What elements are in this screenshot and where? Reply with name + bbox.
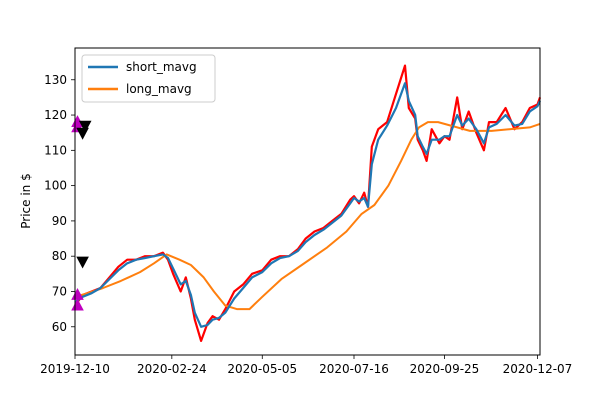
- x-tick-label: 2020-02-24: [137, 362, 207, 376]
- sell-signal-marker: [76, 127, 89, 140]
- buy-signal-marker: [71, 298, 84, 311]
- y-tick-label: 80: [52, 249, 67, 263]
- sell-signal-marker: [76, 256, 89, 269]
- y-tick-label: 120: [44, 108, 67, 122]
- legend-label-long-mavg: long_mavg: [126, 82, 192, 96]
- y-tick-label: 100: [44, 179, 67, 193]
- x-tick-label: 2020-05-05: [227, 362, 297, 376]
- signal-markers: [71, 115, 92, 311]
- series-line-long-mavg: [74, 121, 541, 311]
- sell-signal-marker: [78, 120, 92, 133]
- axes-frame: [74, 47, 541, 356]
- x-tick-label: 2020-12-07: [503, 362, 573, 376]
- x-tick-label: 2019-12-10: [40, 362, 110, 376]
- y-tick-label: 60: [52, 320, 67, 334]
- y-axis-label: Price in $: [19, 173, 33, 228]
- y-tick-label: 70: [52, 284, 67, 298]
- y-tick-label: 90: [52, 214, 67, 228]
- y-tick-label: 110: [44, 143, 67, 157]
- y-tick-label: 130: [44, 73, 67, 87]
- series-line-short-mavg: [74, 82, 541, 328]
- y-axis: 60 70 80 90 100 110 120 130: [44, 73, 75, 334]
- plot-area: [74, 64, 542, 342]
- legend: short_mavg long_mavg: [81, 54, 216, 103]
- legend-label-short-mavg: short_mavg: [126, 60, 197, 74]
- x-tick-label: 2020-07-16: [319, 362, 389, 376]
- x-axis: 2019-12-10 2020-02-24 2020-05-05 2020-07-16…: [40, 355, 572, 376]
- buy-signal-marker: [71, 288, 84, 300]
- x-tick-label: 2020-09-25: [410, 362, 480, 376]
